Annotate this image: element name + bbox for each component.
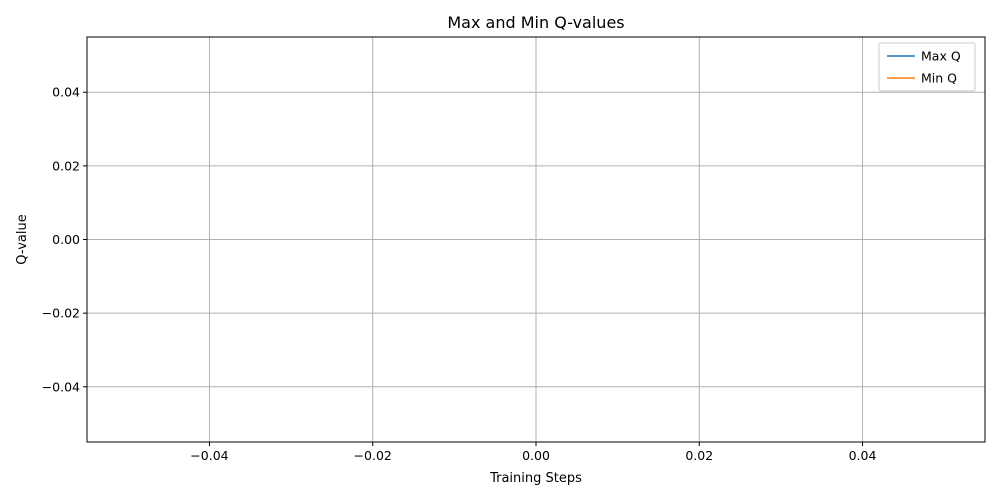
x-tick-label: 0.04 — [849, 448, 877, 463]
x-tick-label: 0.00 — [522, 448, 550, 463]
x-tick-label: −0.02 — [354, 448, 392, 463]
y-tick-label: 0.04 — [52, 85, 80, 100]
grid — [87, 37, 985, 442]
ticks: −0.04 −0.02 0.00 0.02 0.04 −0.04 −0.02 0.00 0.02… — [42, 85, 877, 463]
x-axis-label: Training Steps — [489, 471, 582, 486]
y-tick-label: −0.04 — [42, 379, 80, 394]
y-tick-label: 0.02 — [52, 158, 80, 173]
x-tick-label: 0.02 — [685, 448, 713, 463]
y-tick-label: −0.02 — [42, 306, 80, 321]
chart-title: Max and Min Q-values — [447, 13, 624, 32]
legend: Max Q Min Q — [878, 42, 976, 92]
legend-box — [878, 42, 976, 92]
x-tick-label: −0.04 — [190, 448, 228, 463]
legend-label: Max Q — [921, 49, 961, 64]
legend-label: Min Q — [921, 71, 957, 86]
y-axis-label: Q-value — [15, 214, 30, 264]
y-tick-label: 0.00 — [52, 232, 80, 247]
